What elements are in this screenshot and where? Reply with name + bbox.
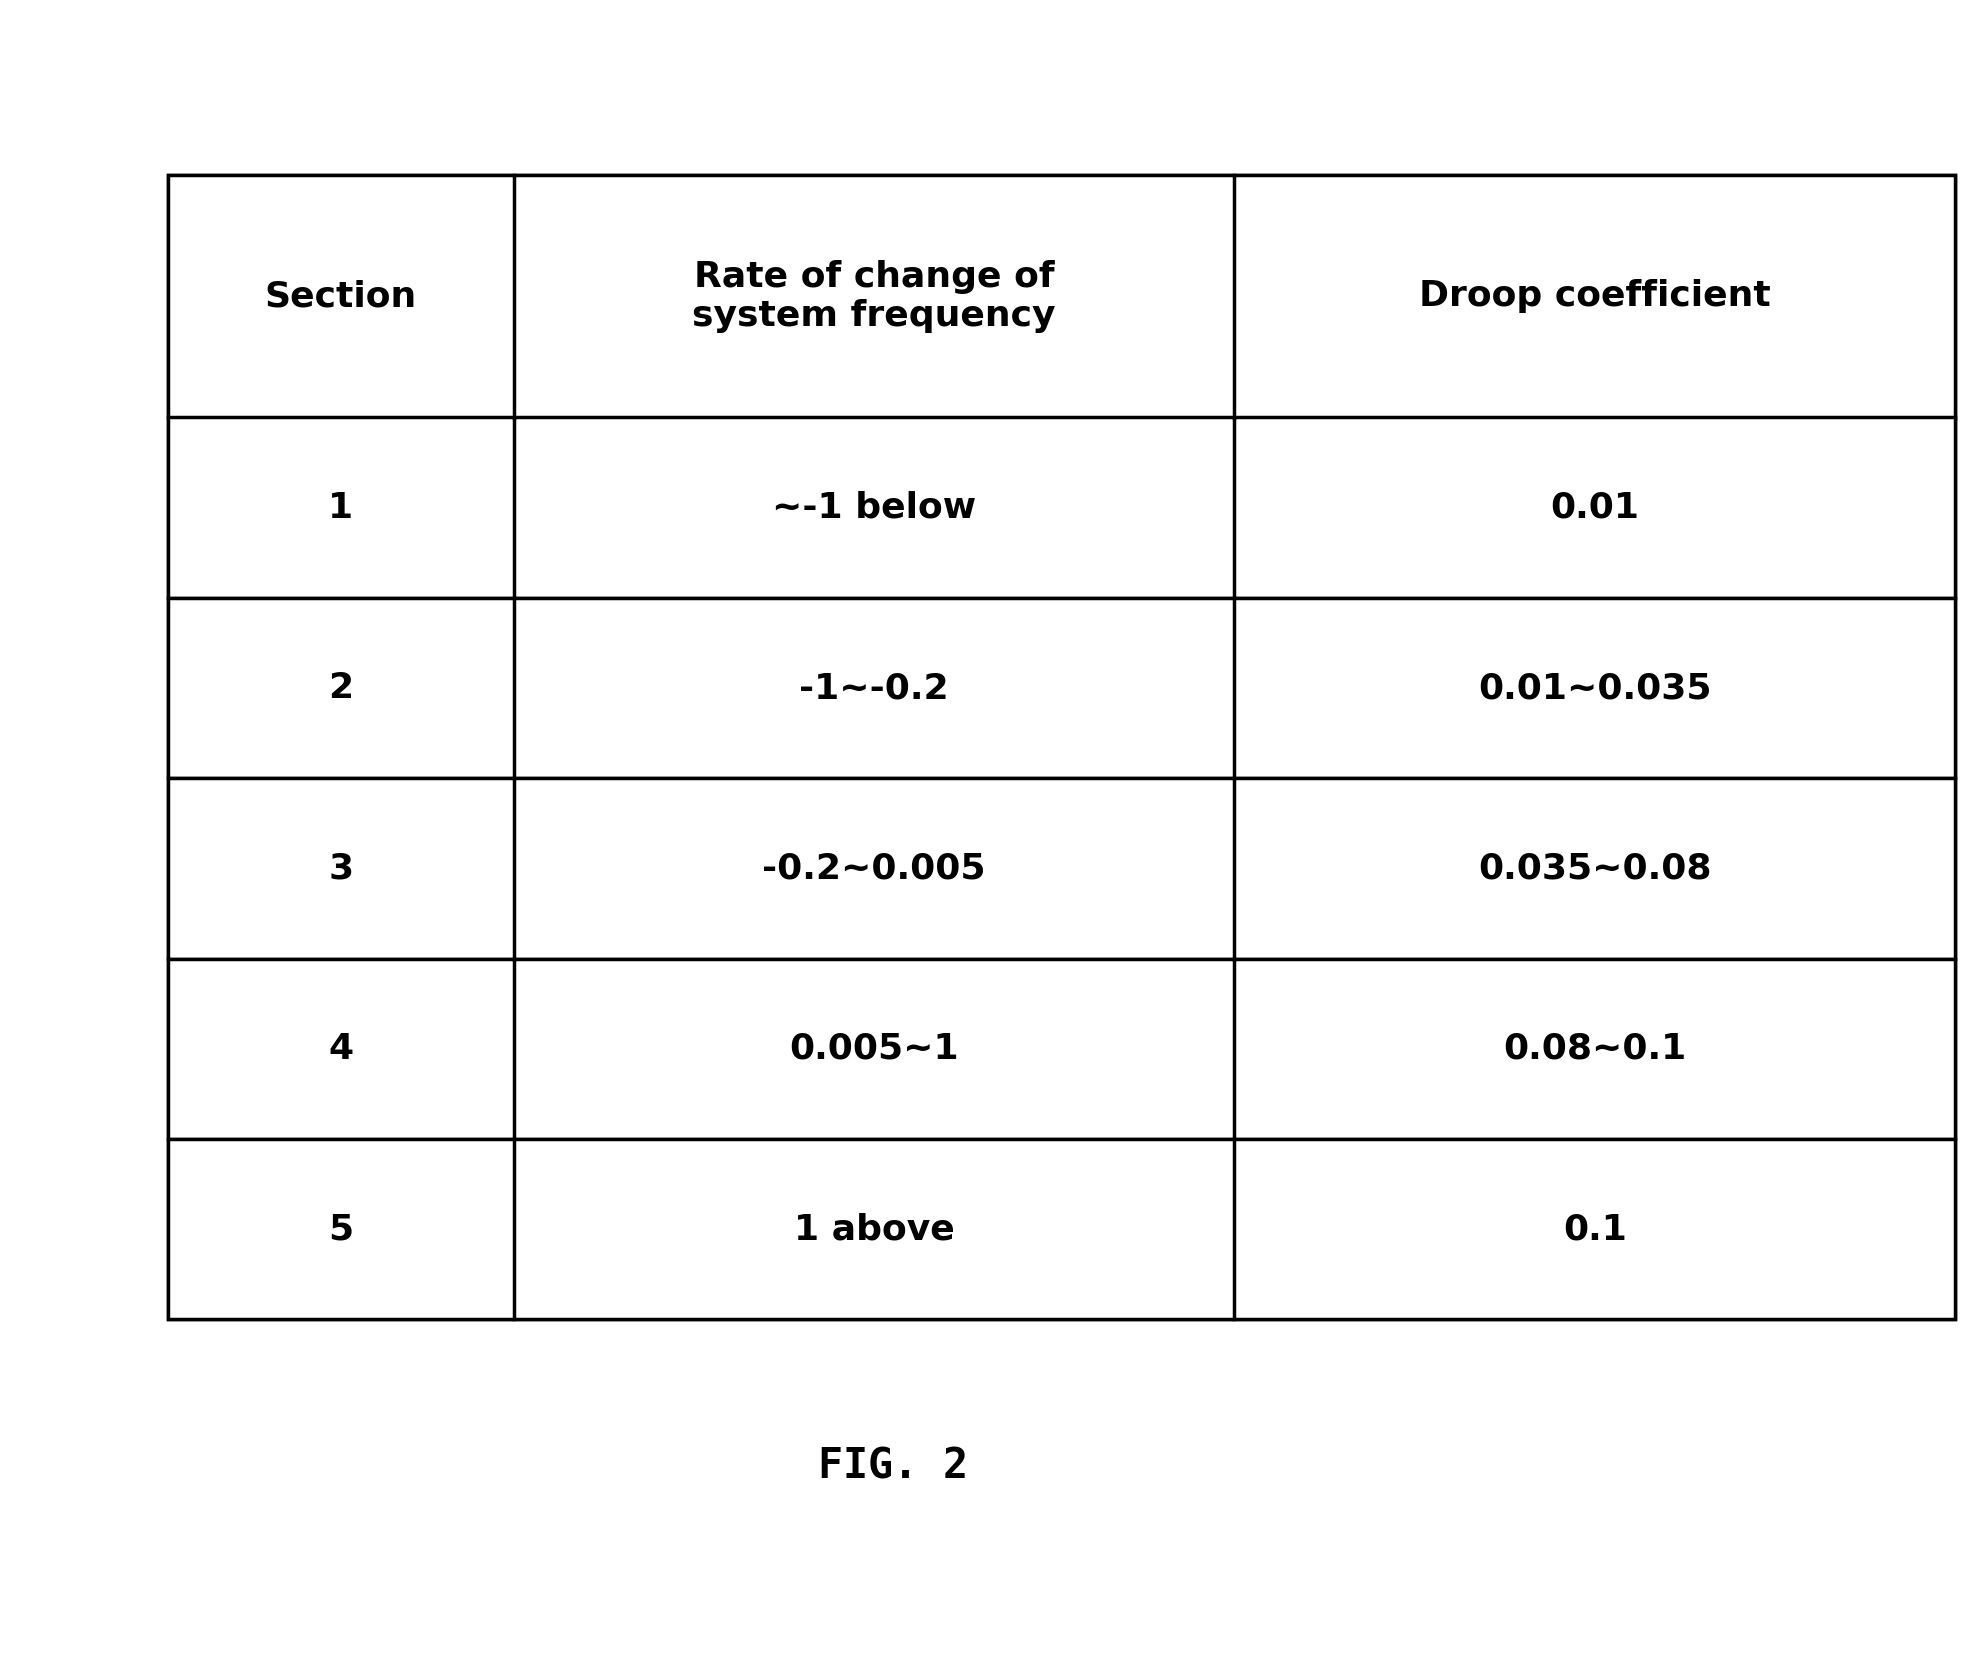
Text: Droop coefficient: Droop coefficient: [1418, 279, 1772, 314]
Text: FIG. 2: FIG. 2: [818, 1445, 968, 1488]
Bar: [168, 598, 1955, 778]
Bar: [168, 778, 1955, 959]
Text: 5: 5: [328, 1212, 354, 1246]
Text: Section: Section: [265, 279, 417, 314]
Bar: [168, 418, 1955, 598]
Text: 2: 2: [328, 671, 354, 705]
Bar: [168, 175, 1955, 1319]
Text: 0.035~0.08: 0.035~0.08: [1477, 852, 1712, 885]
Text: -0.2~0.005: -0.2~0.005: [762, 852, 986, 885]
Text: 0.005~1: 0.005~1: [790, 1032, 958, 1065]
Text: 0.08~0.1: 0.08~0.1: [1503, 1032, 1687, 1065]
Text: 0.1: 0.1: [1562, 1212, 1627, 1246]
Bar: [168, 175, 1955, 418]
Text: ~-1 below: ~-1 below: [772, 491, 976, 524]
Text: 1 above: 1 above: [794, 1212, 954, 1246]
Text: 0.01~0.035: 0.01~0.035: [1477, 671, 1712, 705]
Text: Rate of change of
system frequency: Rate of change of system frequency: [691, 261, 1057, 332]
Text: 4: 4: [328, 1032, 354, 1065]
Text: 1: 1: [328, 491, 354, 524]
Text: 0.01: 0.01: [1550, 491, 1639, 524]
Bar: [168, 1139, 1955, 1319]
Text: -1~-0.2: -1~-0.2: [800, 671, 948, 705]
Text: 3: 3: [328, 852, 354, 885]
Bar: [168, 959, 1955, 1139]
